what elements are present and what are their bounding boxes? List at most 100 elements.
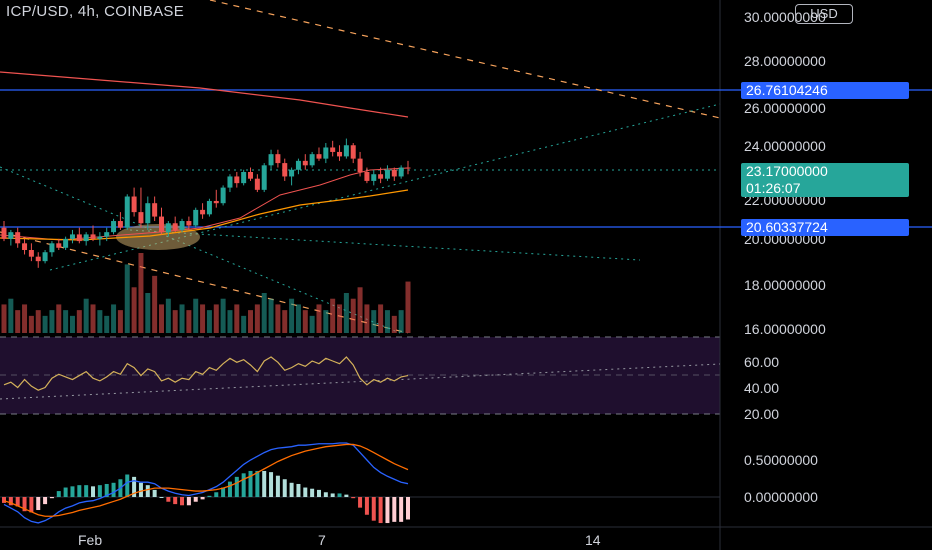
- volume-bar: [193, 298, 199, 333]
- volume-bar: [350, 298, 356, 333]
- volume-bar: [309, 315, 315, 333]
- candle: [309, 151, 315, 168]
- macd-histogram-bar: [111, 482, 116, 497]
- macd-histogram-bar: [330, 493, 335, 497]
- candle: [15, 227, 21, 248]
- macd-histogram-bar: [22, 497, 27, 512]
- rsi-pane: [3, 356, 409, 391]
- candle: [384, 165, 390, 181]
- candle: [172, 216, 178, 233]
- macd-histogram-bar: [84, 485, 89, 497]
- volume-bar: [172, 310, 178, 333]
- volume-bar: [241, 315, 247, 333]
- macd-histogram-bar: [344, 494, 349, 497]
- volume-bar: [268, 298, 274, 333]
- volume-bar: [295, 304, 301, 333]
- symbol-title[interactable]: ICP/USD, 4h, COINBASE: [6, 3, 185, 20]
- rsi-tick: 20.00: [744, 406, 779, 422]
- macd-histogram-bar: [193, 497, 198, 502]
- macd-histogram-bar: [186, 497, 191, 506]
- price-tick: 16.00000000: [744, 321, 826, 337]
- macd-histogram-bar: [358, 497, 363, 508]
- volume-bar: [398, 310, 404, 333]
- macd-histogram-bar: [2, 497, 6, 503]
- volume-bar: [289, 298, 295, 333]
- candle: [138, 187, 144, 228]
- volume-bar: [152, 275, 158, 333]
- candle: [152, 196, 158, 222]
- volume-bar: [391, 315, 397, 333]
- volume-bar: [337, 304, 343, 333]
- candle: [316, 147, 322, 161]
- time-tick: 7: [318, 532, 326, 548]
- candle: [405, 160, 411, 175]
- candle: [357, 151, 363, 177]
- volume-bar: [63, 310, 69, 333]
- volume-bar: [275, 304, 281, 333]
- candle: [343, 138, 349, 159]
- volume-bar: [323, 310, 329, 333]
- candle: [275, 149, 281, 168]
- candle: [248, 167, 254, 181]
- candle: [213, 189, 219, 208]
- volume-bar: [405, 281, 411, 333]
- macd-histogram-bar: [180, 497, 185, 506]
- volume-bar: [213, 304, 219, 333]
- macd-histogram-bar: [125, 474, 130, 497]
- rsi-tick: 40.00: [744, 380, 779, 396]
- macd-tick: 0.50000000: [744, 452, 818, 468]
- macd-histogram-bar: [70, 486, 75, 497]
- macd-histogram-bar: [104, 483, 109, 497]
- volume-bar: [124, 264, 130, 333]
- candles: [1, 138, 411, 268]
- volume-bar: [384, 310, 390, 333]
- macd-histogram-bar: [56, 491, 61, 497]
- price-tick: 30.00000000: [744, 9, 826, 25]
- macd-histogram-bar: [255, 470, 260, 497]
- candle: [295, 158, 301, 175]
- macd-histogram-bar: [138, 482, 143, 497]
- macd-histogram-bar: [392, 497, 397, 522]
- candle: [227, 174, 233, 193]
- upper-level-label[interactable]: 26.76104246: [741, 82, 909, 99]
- candle: [158, 207, 164, 235]
- lower-level-label[interactable]: 20.60337724: [741, 219, 909, 236]
- candle: [206, 198, 212, 217]
- macd-histogram-bar: [337, 493, 342, 497]
- volume-bar: [371, 310, 377, 333]
- volume-bar: [90, 304, 96, 333]
- macd-histogram-bar: [97, 485, 102, 497]
- lower-level-value: 20.60337724: [746, 219, 828, 235]
- macd-histogram-bar: [296, 483, 301, 497]
- price-tick: 26.00000000: [744, 100, 826, 116]
- candle: [398, 165, 404, 179]
- volume-bar: [83, 298, 89, 333]
- currency-badge[interactable]: USD: [795, 4, 853, 24]
- macd-histogram-bar: [63, 487, 68, 497]
- volume-bar: [15, 310, 21, 333]
- macd-histogram-bar: [399, 497, 404, 522]
- macd-histogram-bar: [227, 481, 232, 497]
- macd-histogram-bar: [77, 485, 82, 497]
- current-price-value: 23.17000000: [746, 163, 828, 179]
- price-tick: 24.00000000: [744, 138, 826, 154]
- volume-bar: [28, 315, 34, 333]
- macd-histogram-bar: [152, 489, 157, 497]
- volume-bar: [227, 310, 233, 333]
- candle: [42, 250, 48, 264]
- candle: [104, 227, 110, 242]
- candle: [337, 145, 343, 161]
- volume-bar: [76, 310, 82, 333]
- volume-bar: [145, 293, 151, 333]
- macd-histogram-bar: [406, 497, 410, 520]
- candle: [261, 163, 267, 193]
- ma-long-line: [0, 71, 409, 118]
- candle: [165, 221, 171, 237]
- macd-histogram-bar: [159, 497, 164, 498]
- fan-dotted-trendline[interactable]: [129, 229, 641, 261]
- descending-dashed-trendline[interactable]: [209, 0, 721, 119]
- rsi-dotted-trendline[interactable]: [0, 363, 721, 400]
- candle: [302, 154, 308, 170]
